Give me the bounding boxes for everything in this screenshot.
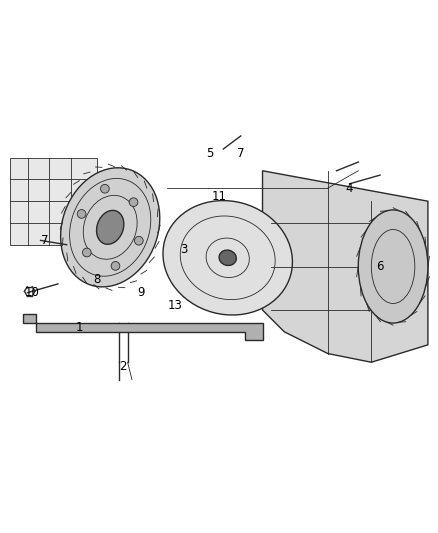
Text: 10: 10: [25, 286, 39, 299]
Circle shape: [129, 198, 138, 206]
Circle shape: [101, 184, 109, 193]
Polygon shape: [23, 314, 262, 341]
Ellipse shape: [96, 211, 124, 244]
Text: 2: 2: [120, 360, 127, 373]
Text: 5: 5: [207, 147, 214, 160]
Text: 4: 4: [346, 182, 353, 195]
Text: 7: 7: [41, 234, 49, 247]
Circle shape: [134, 236, 143, 245]
Circle shape: [82, 248, 91, 257]
Text: 8: 8: [93, 273, 101, 286]
Ellipse shape: [60, 168, 160, 287]
Text: 6: 6: [376, 260, 384, 273]
Polygon shape: [262, 171, 428, 362]
Ellipse shape: [358, 210, 428, 323]
Polygon shape: [10, 158, 97, 245]
Text: 3: 3: [180, 243, 188, 256]
Circle shape: [77, 209, 86, 219]
Text: 7: 7: [237, 147, 244, 160]
Circle shape: [111, 262, 120, 270]
Text: 11: 11: [212, 190, 226, 204]
Text: 13: 13: [168, 299, 183, 312]
Ellipse shape: [219, 250, 237, 265]
Text: 9: 9: [137, 286, 145, 299]
Ellipse shape: [163, 200, 293, 315]
Text: 1: 1: [76, 321, 84, 334]
